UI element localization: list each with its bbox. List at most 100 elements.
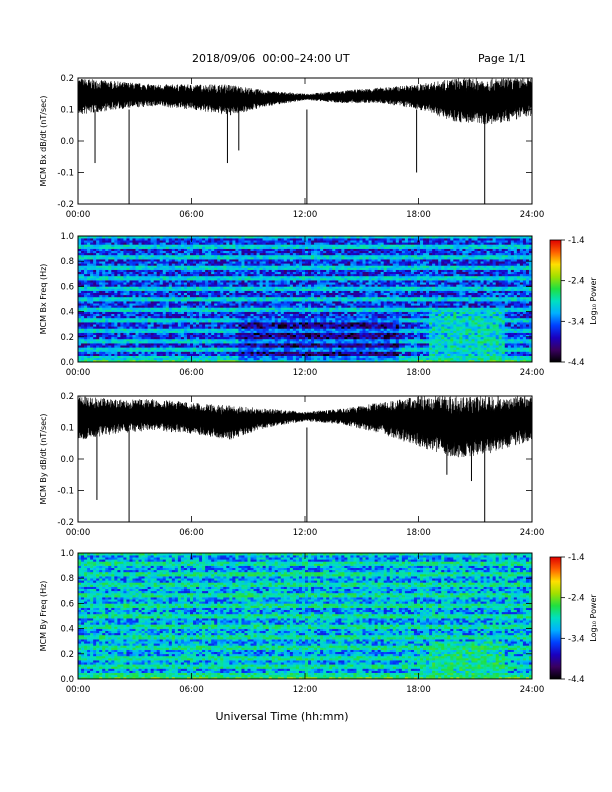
- heatmap-cell: [150, 341, 154, 344]
- heatmap-cell: [483, 336, 487, 340]
- heatmap-cell: [468, 296, 472, 300]
- heatmap-cell: [525, 330, 530, 333]
- heatmap-cell: [162, 349, 167, 352]
- heatmap-cell: [205, 351, 209, 354]
- heatmap-cell: [386, 334, 391, 338]
- heatmap-cell: [274, 332, 279, 335]
- heatmap-cell: [223, 355, 227, 359]
- heatmap-cell: [87, 343, 91, 346]
- heatmap-cell: [84, 303, 88, 306]
- heatmap-cell: [232, 328, 236, 331]
- heatmap-cell: [217, 341, 221, 344]
- heatmap-cell: [214, 305, 218, 308]
- heatmap-cell: [359, 332, 363, 335]
- heatmap-cell: [78, 313, 82, 317]
- heatmap-cell: [159, 309, 164, 312]
- heatmap-cell: [311, 324, 315, 327]
- heatmap-cell: [193, 341, 197, 344]
- heatmap-cell: [87, 349, 91, 352]
- heatmap-cell: [138, 349, 142, 352]
- heatmap-cell: [501, 296, 506, 300]
- heatmap-cell: [256, 294, 260, 298]
- heatmap-cell: [105, 317, 109, 321]
- heatmap-cell: [283, 296, 288, 300]
- heatmap-cell: [501, 334, 506, 338]
- heatmap-cell: [108, 347, 112, 350]
- heatmap-cell: [108, 330, 112, 333]
- heatmap-cell: [301, 299, 306, 302]
- heatmap-cell: [123, 330, 127, 333]
- heatmap-cell: [528, 345, 533, 348]
- heatmap-cell: [156, 303, 161, 306]
- heatmap-cell: [186, 305, 191, 308]
- heatmap-cell: [141, 336, 145, 340]
- heatmap-cell: [253, 338, 257, 342]
- heatmap-cell: [277, 334, 282, 338]
- heatmap-cell: [250, 349, 254, 352]
- heatmap-cell: [404, 317, 409, 321]
- heatmap-cell: [150, 322, 154, 325]
- heatmap-cell: [495, 336, 500, 340]
- heatmap-cell: [84, 326, 88, 329]
- heatmap-cell: [305, 324, 309, 327]
- heatmap-cell: [114, 341, 118, 344]
- heatmap-cell: [171, 357, 176, 361]
- heatmap-cell: [189, 324, 194, 327]
- heatmap-cell: [235, 330, 239, 333]
- heatmap-cell: [256, 349, 260, 352]
- heatmap-cell: [111, 351, 115, 354]
- heatmap-cell: [165, 347, 170, 350]
- heatmap-cell: [326, 347, 330, 350]
- heatmap-cell: [81, 349, 85, 352]
- heatmap-cell: [374, 343, 378, 346]
- heatmap-cell: [268, 326, 273, 329]
- heatmap-cell: [383, 334, 388, 338]
- heatmap-cell: [189, 320, 194, 323]
- heatmap-cell: [180, 292, 185, 296]
- heatmap-cell: [374, 334, 378, 338]
- heatmap-cell: [368, 301, 372, 304]
- heatmap-cell: [265, 347, 269, 350]
- heatmap-cell: [132, 332, 136, 335]
- heatmap-cell: [174, 296, 179, 300]
- heatmap-cell: [265, 345, 269, 348]
- heatmap-cell: [380, 296, 384, 300]
- heatmap-cell: [189, 305, 194, 308]
- heatmap-cell: [114, 328, 118, 331]
- heatmap-cell: [144, 326, 148, 329]
- heatmap-cell: [516, 326, 521, 329]
- heatmap-cell: [289, 313, 294, 317]
- heatmap-cell: [274, 353, 279, 356]
- heatmap-cell: [247, 313, 251, 317]
- heatmap-cell: [114, 311, 118, 314]
- heatmap-cell: [105, 353, 109, 356]
- heatmap-cell: [220, 296, 224, 300]
- heatmap-cell: [483, 305, 487, 308]
- heatmap-cell: [286, 320, 291, 323]
- heatmap-cell: [102, 341, 106, 344]
- heatmap-cell: [326, 322, 330, 325]
- heatmap-cell: [377, 292, 381, 296]
- heatmap-cell: [81, 303, 85, 306]
- heatmap-cell: [435, 357, 439, 361]
- heatmap-cell: [135, 305, 139, 308]
- heatmap-cell: [492, 299, 496, 302]
- heatmap-cell: [217, 301, 221, 304]
- heatmap-cell: [259, 330, 263, 333]
- heatmap-cell: [374, 359, 378, 363]
- heatmap-cell: [468, 345, 472, 348]
- heatmap-cell: [444, 349, 448, 352]
- heatmap-cell: [441, 294, 445, 298]
- heatmap-cell: [350, 305, 354, 308]
- heatmap-cell: [483, 294, 487, 298]
- heatmap-cell: [78, 320, 82, 323]
- heatmap-cell: [383, 311, 388, 314]
- heatmap-cell: [338, 315, 342, 319]
- heatmap-cell: [244, 355, 248, 359]
- heatmap-cell: [383, 347, 388, 350]
- heatmap-cell: [383, 355, 388, 359]
- heatmap-cell: [441, 299, 445, 302]
- heatmap-cell: [241, 299, 245, 302]
- heatmap-cell: [247, 338, 251, 342]
- heatmap-cell: [429, 359, 433, 363]
